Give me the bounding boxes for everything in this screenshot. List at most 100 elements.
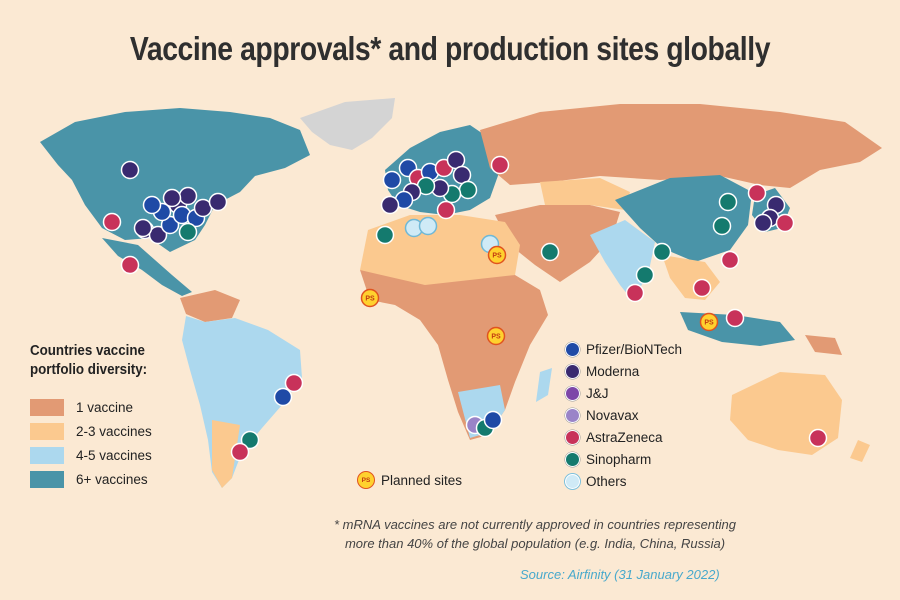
producer-label: Pfizer/BioNTech — [586, 341, 683, 357]
map-title: Vaccine approvals* and production sites … — [129, 30, 771, 67]
production-site-marker — [540, 242, 560, 262]
production-site-marker — [208, 192, 228, 212]
producer-novavax: Novavax — [565, 406, 639, 424]
region-mexico — [102, 238, 192, 296]
legend-swatch — [30, 447, 64, 464]
production-site-marker — [720, 250, 740, 270]
production-site-marker — [718, 192, 738, 212]
producer-jj: J&J — [565, 384, 609, 402]
producer-pfizer: Pfizer/BioNTech — [565, 340, 682, 358]
producer-label: J&J — [586, 385, 609, 401]
production-site-marker — [625, 283, 645, 303]
planned-site-badge: PS — [704, 320, 714, 327]
production-site-marker — [753, 213, 773, 233]
planned-site-marker: PS — [360, 288, 380, 308]
production-site-marker — [382, 170, 402, 190]
planned-site-marker: PS — [487, 245, 507, 265]
producer-sinopharm: Sinopharm — [565, 450, 651, 468]
legend-swatch — [30, 471, 64, 488]
production-site-marker — [375, 225, 395, 245]
production-site-marker — [436, 200, 456, 220]
footnote-line2: more than 40% of the global population (… — [344, 536, 726, 551]
producer-dot — [565, 473, 580, 489]
production-sites: PS PS PS PS — [102, 150, 828, 462]
producer-dot — [565, 451, 580, 467]
production-site-marker — [380, 195, 400, 215]
production-site-marker — [230, 442, 250, 462]
production-site-marker — [490, 155, 510, 175]
planned-site-marker: PS — [486, 326, 506, 346]
production-site-marker — [712, 216, 732, 236]
legend-title-line1: Countries vaccine — [30, 343, 145, 359]
producer-dot — [565, 407, 580, 423]
production-site-marker — [747, 183, 767, 203]
producer-label: Moderna — [586, 363, 640, 379]
production-site-marker — [635, 265, 655, 285]
planned-site-badge: PS — [492, 253, 502, 260]
region-middle-east — [495, 205, 620, 282]
production-site-marker — [808, 428, 828, 448]
producer-others: Others — [565, 472, 627, 490]
planned-sites-legend: PS Planned sites — [357, 470, 462, 490]
region-north-south-america — [180, 290, 240, 322]
legend-swatch — [30, 399, 64, 416]
planned-site-icon: PS — [357, 471, 375, 489]
legend-label: 4-5 vaccines — [76, 448, 152, 463]
footnote: * mRNA vaccines are not currently approv… — [290, 515, 780, 553]
producer-dot — [565, 363, 580, 379]
legend-label: 6+ vaccines — [76, 472, 148, 487]
producer-label: Novavax — [586, 407, 639, 423]
production-site-marker — [273, 387, 293, 407]
production-site-marker — [458, 180, 478, 200]
producer-dot — [565, 341, 580, 357]
producer-label: Sinopharm — [586, 451, 652, 467]
legend-item-1-vaccine: 1 vaccine — [30, 398, 133, 417]
region-greenland — [300, 98, 395, 150]
production-site-marker — [775, 213, 795, 233]
producer-dot — [565, 429, 580, 445]
region-russia — [480, 104, 882, 188]
region-madagascar — [536, 368, 552, 402]
legend-title-line2: portfolio diversity: — [30, 362, 148, 378]
planned-sites-label: Planned sites — [381, 472, 463, 488]
region-southeast-asia — [662, 255, 720, 300]
production-site-marker — [240, 430, 260, 450]
region-china — [615, 175, 752, 262]
legend-item-2-3-vaccines: 2-3 vaccines — [30, 422, 152, 441]
production-site-marker — [725, 308, 745, 328]
region-papua — [805, 335, 842, 355]
production-site-marker — [418, 216, 438, 236]
producer-label: Others — [586, 473, 627, 489]
region-central-asia — [540, 178, 630, 210]
production-site-marker — [284, 373, 304, 393]
producer-moderna: Moderna — [565, 362, 639, 380]
production-site-marker — [483, 410, 503, 430]
production-site-marker — [178, 186, 198, 206]
planned-site-badge: PS — [365, 296, 375, 303]
production-site-marker — [142, 195, 162, 215]
production-site-marker — [162, 188, 182, 208]
region-new-zealand — [850, 440, 870, 462]
legend-item-6-plus-vaccines: 6+ vaccines — [30, 470, 148, 489]
planned-site-marker: PS — [699, 312, 719, 332]
region-southern-cone — [212, 420, 240, 488]
producer-astrazeneca: AstraZeneca — [565, 428, 663, 446]
production-site-marker — [148, 225, 168, 245]
production-site-marker — [692, 278, 712, 298]
legend-label: 2-3 vaccines — [76, 424, 152, 439]
legend-item-4-5-vaccines: 4-5 vaccines — [30, 446, 152, 465]
production-site-marker — [133, 218, 153, 238]
source-note: Source: Airfinity (31 January 2022) — [520, 567, 720, 582]
production-site-marker — [652, 242, 672, 262]
production-site-marker — [178, 222, 198, 242]
footnote-line1: * mRNA vaccines are not currently approv… — [334, 517, 736, 532]
producer-label: AstraZeneca — [586, 429, 663, 445]
region-africa — [360, 270, 548, 440]
production-site-marker — [120, 255, 140, 275]
production-site-marker — [120, 160, 140, 180]
legend-label: 1 vaccine — [76, 400, 134, 415]
legend-swatch — [30, 423, 64, 440]
production-site-marker — [102, 212, 122, 232]
region-north-africa — [360, 215, 520, 285]
